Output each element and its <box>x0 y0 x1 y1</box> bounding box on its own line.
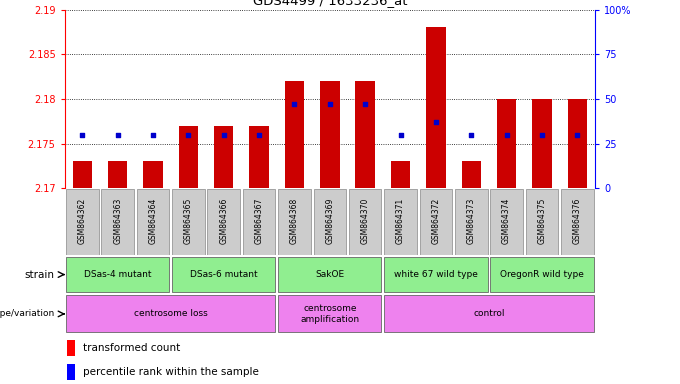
Bar <box>320 81 339 188</box>
Text: centrosome loss: centrosome loss <box>134 310 207 318</box>
FancyBboxPatch shape <box>278 257 381 292</box>
FancyBboxPatch shape <box>172 189 205 255</box>
Text: control: control <box>473 310 505 318</box>
Bar <box>179 126 198 188</box>
Point <box>324 101 335 107</box>
FancyBboxPatch shape <box>207 189 240 255</box>
Bar <box>143 161 163 188</box>
Text: GSM864364: GSM864364 <box>148 197 158 243</box>
Bar <box>250 126 269 188</box>
Text: GSM864368: GSM864368 <box>290 197 299 243</box>
Text: GSM864372: GSM864372 <box>431 197 441 243</box>
FancyBboxPatch shape <box>172 257 275 292</box>
Text: GSM864365: GSM864365 <box>184 197 193 243</box>
Point <box>572 131 583 137</box>
Point <box>77 131 88 137</box>
Text: OregonR wild type: OregonR wild type <box>500 270 584 279</box>
Point <box>501 131 512 137</box>
FancyBboxPatch shape <box>420 189 452 255</box>
FancyBboxPatch shape <box>490 257 594 292</box>
Bar <box>462 161 481 188</box>
Text: GSM864369: GSM864369 <box>325 197 335 243</box>
FancyBboxPatch shape <box>243 189 275 255</box>
Text: GSM864367: GSM864367 <box>254 197 264 243</box>
Point <box>112 131 123 137</box>
Text: transformed count: transformed count <box>83 343 180 353</box>
Bar <box>67 340 75 356</box>
Text: percentile rank within the sample: percentile rank within the sample <box>83 367 259 377</box>
Text: SakOE: SakOE <box>316 270 344 279</box>
Text: GSM864363: GSM864363 <box>113 197 122 243</box>
Point <box>466 131 477 137</box>
FancyBboxPatch shape <box>384 189 417 255</box>
FancyBboxPatch shape <box>137 189 169 255</box>
Point <box>254 131 265 137</box>
Point <box>218 131 229 137</box>
Point <box>183 131 194 137</box>
FancyBboxPatch shape <box>526 189 558 255</box>
Bar <box>391 161 410 188</box>
Bar <box>568 99 587 188</box>
FancyBboxPatch shape <box>66 257 169 292</box>
Point <box>537 131 547 137</box>
Bar <box>285 81 304 188</box>
Text: GSM864362: GSM864362 <box>78 197 87 243</box>
FancyBboxPatch shape <box>101 189 134 255</box>
FancyBboxPatch shape <box>349 189 381 255</box>
FancyBboxPatch shape <box>561 189 594 255</box>
FancyBboxPatch shape <box>66 295 275 333</box>
Text: GSM864370: GSM864370 <box>360 197 370 243</box>
FancyBboxPatch shape <box>384 257 488 292</box>
Point <box>430 119 441 125</box>
Bar <box>73 161 92 188</box>
Point <box>360 101 371 107</box>
FancyBboxPatch shape <box>278 189 311 255</box>
Text: GSM864376: GSM864376 <box>573 197 582 243</box>
FancyBboxPatch shape <box>455 189 488 255</box>
Point <box>395 131 406 137</box>
Title: GDS4499 / 1633236_at: GDS4499 / 1633236_at <box>252 0 407 7</box>
FancyBboxPatch shape <box>384 295 594 333</box>
FancyBboxPatch shape <box>313 189 346 255</box>
Text: GSM864366: GSM864366 <box>219 197 228 243</box>
Bar <box>426 27 445 188</box>
Point <box>289 101 300 107</box>
Text: DSas-4 mutant: DSas-4 mutant <box>84 270 152 279</box>
FancyBboxPatch shape <box>66 189 99 255</box>
Text: DSas-6 mutant: DSas-6 mutant <box>190 270 258 279</box>
Point <box>148 131 158 137</box>
Bar <box>356 81 375 188</box>
Text: GSM864373: GSM864373 <box>466 197 476 243</box>
Bar <box>108 161 127 188</box>
Bar <box>214 126 233 188</box>
FancyBboxPatch shape <box>490 189 523 255</box>
Bar <box>532 99 551 188</box>
Text: genotype/variation: genotype/variation <box>0 310 54 318</box>
Bar <box>497 99 516 188</box>
FancyBboxPatch shape <box>278 295 381 333</box>
Text: centrosome
amplification: centrosome amplification <box>301 304 359 324</box>
Bar <box>67 364 75 380</box>
Text: strain: strain <box>24 270 54 280</box>
Text: GSM864371: GSM864371 <box>396 197 405 243</box>
Text: GSM864375: GSM864375 <box>537 197 547 243</box>
Text: white 67 wild type: white 67 wild type <box>394 270 478 279</box>
Text: GSM864374: GSM864374 <box>502 197 511 243</box>
